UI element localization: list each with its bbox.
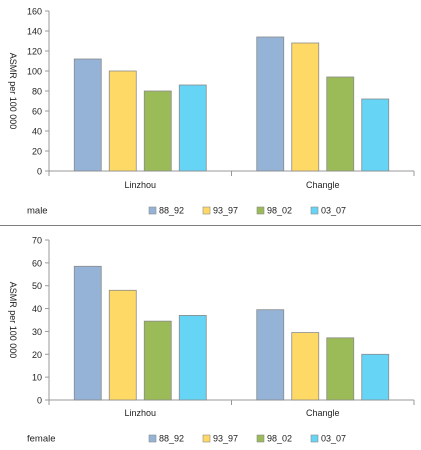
male-bar-88_92-changle [256,36,285,172]
female-y-tick-label: 40 [32,304,42,314]
female-bar-98_02-changle [326,337,355,401]
female-bar-98_02-linzhou [143,320,172,401]
female-legend-swatch-88_92 [148,434,157,443]
female-y-axis-label: ASMR per 100 000 [8,282,18,359]
male-legend-swatch-88_92 [148,206,157,215]
male-legend-swatch-98_02 [256,206,265,215]
male-chart: 0 20 40 60 80 100 120 140 160 ASMR per 100 000 Lin… [8,7,415,217]
male-y-tick-label: 160 [27,7,42,17]
male-bar-93_97-changle [291,42,320,172]
male-panel-label: male [27,206,48,217]
male-category-label: Linzhou [124,180,156,190]
female-legend-swatch-98_02 [256,434,265,443]
female-y-tick-label: 50 [32,281,42,291]
male-legend-label-88_92: 88_92 [159,206,184,216]
male-y-tick-label: 140 [27,27,42,37]
female-category-label: Changle [306,408,340,418]
female-bar-88_92-changle [256,309,285,401]
male-legend-swatch-03_07 [310,206,319,215]
female-bar-03_07-linzhou [178,315,207,401]
male-legend-label-03_07: 03_07 [321,206,346,216]
female-legend-label-93_97: 93_97 [213,434,238,444]
male-y-tick-label: 80 [32,87,42,97]
female-y-tick-label: 60 [32,258,42,268]
male-bar-98_02-linzhou [143,90,172,172]
male-y-tick-label: 40 [32,127,42,137]
female-y-tick-label: 10 [32,373,42,383]
male-y-tick-label: 20 [32,147,42,157]
male-bar-03_07-linzhou [178,84,207,172]
female-bar-03_07-changle [361,353,390,401]
male-y-tick-label: 0 [37,167,42,177]
female-legend-swatch-03_07 [310,434,319,443]
panel-separator [0,225,421,226]
male-bar-98_02-changle [326,76,355,172]
male-y-tick-label: 100 [27,67,42,77]
female-legend-label-98_02: 98_02 [267,434,292,444]
male-y-axis-label: ASMR per 100 000 [8,53,18,130]
female-y-tick-label: 70 [32,236,42,246]
male-legend-label-98_02: 98_02 [267,206,292,216]
male-legend-label-93_97: 93_97 [213,206,238,216]
female-y-tick-label: 20 [32,350,42,360]
female-legend-label-88_92: 88_92 [159,434,184,444]
female-y-tick-label: 0 [37,396,42,406]
female-panel-label: female [27,434,56,445]
female-bar-88_92-linzhou [73,265,102,401]
male-y-tick-label: 120 [27,47,42,57]
female-y-tick-label: 30 [32,327,42,337]
female-legend-label-03_07: 03_07 [321,434,346,444]
female-chart: 0 10 20 30 40 50 60 70 ASMR per 100 000 Linzhou Ch… [8,236,415,445]
male-legend-swatch-93_97 [202,206,211,215]
female-legend-swatch-93_97 [202,434,211,443]
male-bar-03_07-changle [361,98,390,172]
male-category-label: Changle [306,180,340,190]
male-bar-93_97-linzhou [108,70,137,172]
male-y-tick-label: 60 [32,107,42,117]
male-bar-88_92-linzhou [73,58,102,172]
female-category-label: Linzhou [124,408,156,418]
female-bar-93_97-changle [291,332,320,401]
female-bar-93_97-linzhou [108,289,137,401]
